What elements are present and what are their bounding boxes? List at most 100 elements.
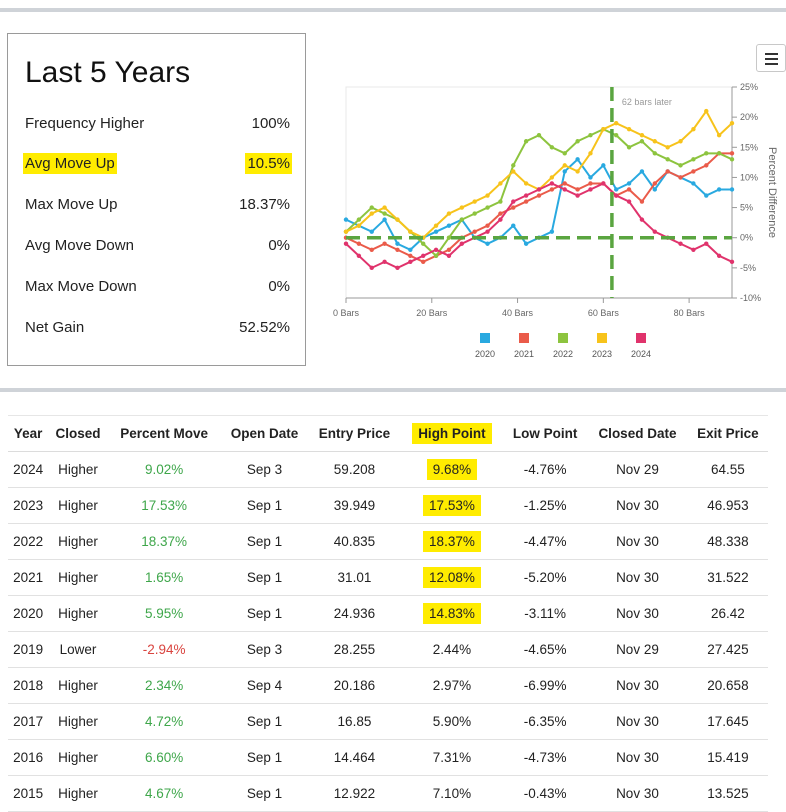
data-point-2020 xyxy=(382,217,387,222)
cell-close-date: Nov 30 xyxy=(587,523,688,560)
history-table: Year Closed Percent Move Open Date Entry Pri… xyxy=(8,415,768,812)
cell-value: -4.47% xyxy=(523,534,567,549)
data-point-2021 xyxy=(562,181,567,186)
cell-low: -4.73% xyxy=(503,739,588,776)
data-point-2020 xyxy=(562,169,567,174)
data-point-2023 xyxy=(588,151,593,156)
data-point-2024 xyxy=(511,199,516,204)
cell-entry: 16.85 xyxy=(308,703,401,740)
cell-value: Higher xyxy=(58,606,98,621)
stat-row: Avg Move Down 0% xyxy=(25,237,290,259)
data-point-2020 xyxy=(343,217,349,222)
cell-entry: 14.464 xyxy=(308,739,401,776)
x-tick-label: 0 Bars xyxy=(333,308,360,318)
cell-high: 5.90% xyxy=(400,703,504,740)
column-header[interactable]: Exit Price xyxy=(687,415,768,452)
data-point-2021 xyxy=(549,187,555,192)
x-tick-label: 80 Bars xyxy=(674,308,706,318)
hamburger-menu-icon[interactable] xyxy=(756,44,786,72)
cell-high: 12.08% xyxy=(400,559,504,596)
data-point-2020 xyxy=(511,223,516,228)
data-point-2021 xyxy=(511,205,516,210)
stat-label: Max Move Down xyxy=(25,278,137,295)
cell-value: 2024 xyxy=(13,462,44,477)
cell-value: Sep 1 xyxy=(246,606,283,621)
cell-closed: Higher xyxy=(48,523,108,560)
data-point-2024 xyxy=(523,193,529,198)
data-point-2022 xyxy=(472,211,477,216)
data-point-2024 xyxy=(369,265,374,271)
data-point-2023 xyxy=(523,181,529,186)
cell-closed: Higher xyxy=(48,703,108,740)
cell-value: Sep 1 xyxy=(246,534,283,549)
cell-value: 9.68% xyxy=(426,459,478,480)
cell-entry: 31.01 xyxy=(308,559,401,596)
table-row: 2015 Higher 4.67% Sep 1 12.922 7.10% -0.43% Nov… xyxy=(8,775,768,812)
data-point-2020 xyxy=(729,187,735,192)
cell-value: Nov 30 xyxy=(616,606,659,621)
data-point-2024 xyxy=(395,265,400,271)
data-point-2022 xyxy=(639,139,645,144)
cell-value: -4.73% xyxy=(523,750,567,765)
data-point-2022 xyxy=(549,145,555,150)
cell-value: -3.11% xyxy=(524,606,567,621)
column-header[interactable]: Open Date xyxy=(220,415,309,452)
column-header[interactable]: High Point xyxy=(400,415,504,452)
data-point-2023 xyxy=(575,169,580,174)
column-header-label: Percent Move xyxy=(120,426,209,441)
data-point-2022 xyxy=(588,133,593,138)
data-point-2022 xyxy=(536,133,542,138)
cell-value: 4.67% xyxy=(145,786,184,801)
y-tick-label: 0% xyxy=(740,233,753,243)
data-point-2022 xyxy=(485,205,490,210)
data-point-2024 xyxy=(614,193,619,198)
y-tick-label: -5% xyxy=(740,263,756,273)
cell-open: Sep 1 xyxy=(220,775,309,812)
cell-value: 15.419 xyxy=(707,750,749,765)
cell-value: Nov 30 xyxy=(616,498,659,513)
column-header[interactable]: Closed Date xyxy=(587,415,688,452)
column-header[interactable]: Entry Price xyxy=(308,415,401,452)
cell-value: Sep 1 xyxy=(246,750,283,765)
data-point-2020 xyxy=(446,223,452,228)
column-header[interactable]: Low Point xyxy=(503,415,588,452)
cell-value: -4.65% xyxy=(523,642,567,657)
cell-value: 18.37% xyxy=(141,534,188,549)
data-point-2024 xyxy=(485,229,490,234)
cell-value: 16.85 xyxy=(337,714,372,729)
cell-entry: 12.922 xyxy=(308,775,401,812)
column-header[interactable]: Percent Move xyxy=(107,415,221,452)
stat-value: 0% xyxy=(268,237,290,254)
plot-area xyxy=(345,86,733,299)
data-point-2024 xyxy=(498,217,503,222)
cell-open: Sep 4 xyxy=(220,667,309,704)
data-point-2022 xyxy=(626,145,632,150)
cell-open: Sep 1 xyxy=(220,595,309,632)
data-point-2023 xyxy=(395,217,400,222)
legend-label-2020: 2020 xyxy=(475,349,495,359)
summary-title: Last 5 Years xyxy=(25,56,191,89)
cell-value: 48.338 xyxy=(707,534,749,549)
data-point-2023 xyxy=(626,127,632,132)
cell-exit: 17.645 xyxy=(687,703,768,740)
data-point-2021 xyxy=(369,247,374,252)
x-tick-label: 40 Bars xyxy=(502,308,534,318)
cell-value: Higher xyxy=(58,534,98,549)
data-point-2021 xyxy=(678,175,683,180)
data-point-2022 xyxy=(433,253,439,258)
cell-close-date: Nov 29 xyxy=(587,631,688,668)
cell-value: 7.10% xyxy=(432,786,472,801)
column-header-label: Closed Date xyxy=(598,426,677,441)
cell-move: 18.37% xyxy=(107,523,221,560)
column-header[interactable]: Closed xyxy=(48,415,108,452)
data-point-2022 xyxy=(678,163,683,168)
data-point-2020 xyxy=(549,229,555,234)
data-point-2024 xyxy=(562,187,567,192)
y-tick-label: 15% xyxy=(740,142,758,152)
data-point-2021 xyxy=(472,229,477,234)
cell-value: 9.02% xyxy=(145,462,184,477)
cell-entry: 20.186 xyxy=(308,667,401,704)
data-point-2023 xyxy=(639,133,645,138)
cell-value: 2019 xyxy=(13,642,44,657)
column-header[interactable]: Year xyxy=(8,415,49,452)
